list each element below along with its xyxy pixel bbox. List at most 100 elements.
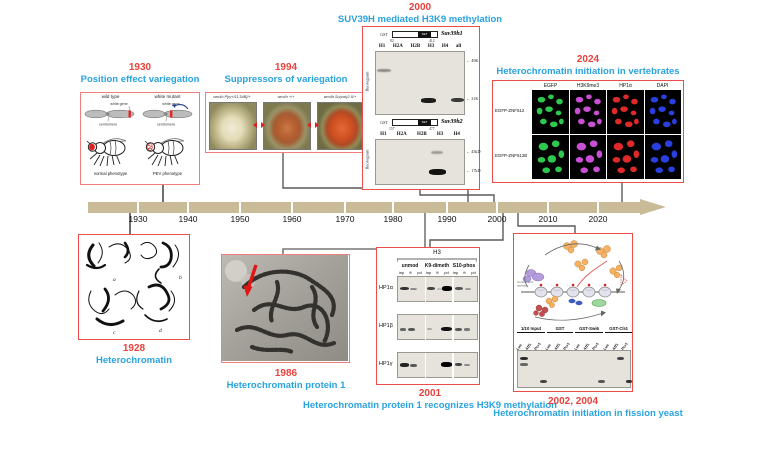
vert2024-panel: EGFP H3K9me3 HP1α DAPI EGFP-ZNF512 EGFP-… — [492, 80, 684, 183]
vert2024-title: Heterochromatin initiation in vertebrate… — [496, 66, 680, 77]
gel-group-gst-clr4: GST-Clr4 — [605, 326, 632, 333]
hp2001-year: 2001 — [418, 388, 442, 399]
timeline-tick — [291, 202, 293, 213]
row-label-hp1b: HP1β — [379, 323, 393, 329]
pev-phenotype-label: PEV phenotype — [152, 171, 183, 176]
micrograph-egfp-row2 — [532, 135, 569, 179]
micrograph-hp1a-row2 — [607, 135, 644, 179]
channel-header-dapi: DAPI — [656, 83, 669, 89]
lane-label-ft: ft — [409, 270, 412, 275]
yeast0204-panel: Centromeric repeats 1/10 Input GST GST-S… — [513, 233, 633, 392]
aa-start: 157 — [389, 127, 395, 131]
yeast0204-year: 2002, 2004 — [547, 396, 599, 407]
double-arrow-icon — [307, 122, 319, 128]
timeline-tick — [547, 202, 549, 213]
suvar1994-title: Suppressors of variegation — [224, 74, 348, 85]
row-label-znf512: EGFP-ZNF512 — [495, 108, 525, 113]
polytene-chromosome-micrograph — [222, 255, 348, 361]
normal-fly-drawing — [86, 138, 127, 167]
marker-45kD: ← 45kD — [466, 149, 481, 154]
construct-name: Suv39h2 — [441, 119, 463, 125]
lane-label-ft: ft — [436, 270, 439, 275]
timeline-year-1980: 1980 — [383, 214, 403, 224]
fly-eye-photo-red — [317, 102, 365, 150]
timeline-year-2010: 2010 — [538, 214, 558, 224]
double-arrow-icon — [253, 122, 265, 128]
lane-label: H2A — [392, 44, 403, 49]
construct-name: Suv39h1 — [441, 31, 463, 37]
lane-header-row: H1 H2A H2B H3 H4 — [375, 132, 465, 137]
pev1930-panel: wild type white mutant white gene centro… — [80, 92, 200, 185]
lane-label-inp: inp — [452, 270, 459, 275]
h1928-title: Heterochromatin — [95, 355, 172, 366]
lane-label: H2A — [396, 132, 407, 137]
lane-label: H1 — [378, 44, 386, 49]
micrograph-h3k9me3-row1 — [569, 90, 606, 134]
gel-group-input: 1/10 Input — [517, 326, 545, 333]
gst-label: GST — [380, 32, 388, 37]
genotype-label: wm4h P[ry+/11.54B]/+ — [213, 95, 251, 99]
pulldown-gel-hp1a — [397, 276, 478, 303]
lane-label-ft: ft — [463, 270, 466, 275]
hp2001-title: Heterochromatin protein 1 recognizes H3K… — [303, 400, 557, 411]
group-label-s10phos: S10-phos — [452, 263, 476, 269]
aa-end: 477 — [429, 127, 435, 131]
genotype-label: wm4h +/+ — [277, 95, 295, 99]
vert2024-year: 2024 — [576, 54, 600, 65]
timeline-year-1940: 1940 — [178, 214, 198, 224]
micrograph-hp1a-row1 — [607, 90, 644, 134]
normal-phenotype-label: normal phenotype — [93, 171, 128, 176]
red-eye — [89, 143, 95, 151]
timeline-tick — [597, 202, 599, 213]
gst-pulldown-gel — [517, 350, 632, 388]
suvar1994-panel: wm4h P[ry+/11.54B]/+ wm4h +/+ wm4h Su(va… — [205, 92, 367, 153]
timeline-year-2000: 2000 — [487, 214, 507, 224]
rnai-heterochromatin-pathway-diagram: Centromeric repeats — [517, 240, 628, 321]
fluorogram-gel-suv39h1 — [375, 51, 465, 115]
timeline-tick — [446, 202, 448, 213]
h1928-panel: a b c d — [78, 234, 190, 340]
yeast0204-title: Heterochromatin initiation in fission ye… — [493, 408, 683, 419]
h3-bracket — [397, 258, 477, 262]
micrograph-dapi-row1 — [644, 90, 681, 134]
aa-start: 82 — [390, 39, 394, 43]
pev1930-title: Position effect variegation — [80, 74, 200, 85]
gel-group-gst: GST — [547, 326, 573, 333]
set-domain-box: SET — [418, 32, 431, 38]
group-label-k9dimeth: K9-dimeth — [424, 263, 450, 269]
timeline-arrowhead — [640, 199, 666, 215]
gst-label: GST — [380, 120, 388, 125]
sketch-letter-d: d — [159, 328, 162, 334]
channel-header-h3k9me3: H3K9me3 — [576, 83, 600, 89]
genotype-label: wm4h Su(var)2-5/+ — [323, 95, 357, 99]
timeline-tick — [496, 202, 498, 213]
marker-17kD: ← 17kD — [466, 168, 481, 173]
lane-label-pd: pd — [444, 270, 449, 275]
timeline-year-1990: 1990 — [437, 214, 457, 224]
sketch-letter-c: c — [113, 330, 116, 336]
marker-21K: ← 21K — [466, 96, 479, 101]
centromere-label: centromere — [99, 123, 117, 127]
row-label-hp1g: HP1γ — [379, 361, 393, 367]
pulldown-gel-hp1g — [397, 352, 478, 379]
lane-label: H3 — [436, 132, 444, 137]
timeline-bar — [88, 202, 640, 213]
suv2000-panel: GST SET Suv39h1 82 412 H1 H2A H2B H3 H4 … — [362, 26, 481, 190]
timeline-year-1950: 1950 — [230, 214, 250, 224]
pev-fly-drawing — [144, 138, 185, 167]
variegated-eye — [146, 143, 154, 151]
timeline-tick — [344, 202, 346, 213]
lane-header-row: H1 H2A H2B H3 H4 all — [375, 44, 465, 49]
micrograph-dapi-row2 — [644, 135, 681, 179]
hp2001-panel: H3 unmod K9-dimeth S10-phos inp ft pd in… — [376, 247, 480, 385]
heitz-chromosome-sketch: a b c d — [85, 241, 182, 336]
timeline-tick — [137, 202, 139, 213]
construct-bar: SET — [392, 31, 438, 38]
timeline-tick — [239, 202, 241, 213]
lane-label: all — [455, 44, 462, 49]
fluorogram-label: fluorogram — [364, 149, 370, 170]
timeline-year-1970: 1970 — [335, 214, 355, 224]
centromeric-repeats-label: Centromeric repeats — [517, 280, 534, 287]
construct-bar: SET — [392, 119, 438, 126]
